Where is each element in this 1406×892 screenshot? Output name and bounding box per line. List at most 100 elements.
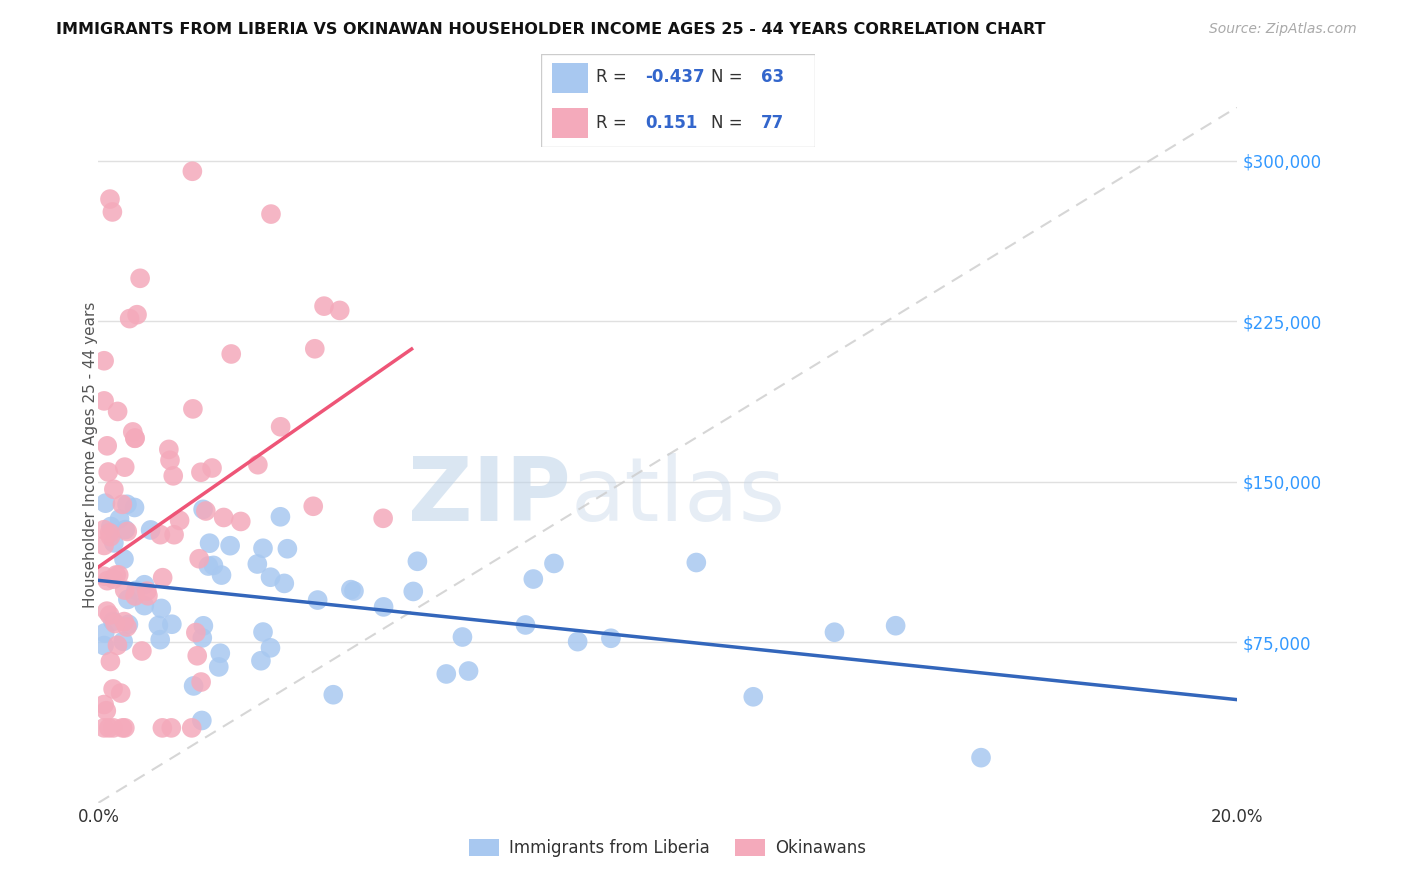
Point xyxy=(124,431,146,445)
Point xyxy=(93,626,115,640)
Point xyxy=(194,504,217,518)
Point xyxy=(104,616,127,631)
Point xyxy=(307,593,329,607)
Point xyxy=(96,604,118,618)
FancyBboxPatch shape xyxy=(553,108,588,138)
Text: N =: N = xyxy=(711,69,748,87)
Point xyxy=(94,496,117,510)
Point xyxy=(112,552,135,566)
Point xyxy=(93,393,115,408)
Point xyxy=(135,584,157,599)
Point xyxy=(202,558,225,573)
Point xyxy=(273,576,295,591)
Point xyxy=(246,458,269,472)
Point xyxy=(96,704,118,718)
Point xyxy=(101,205,124,219)
FancyBboxPatch shape xyxy=(541,54,815,147)
Point xyxy=(117,617,139,632)
Point xyxy=(103,721,125,735)
Point xyxy=(191,631,214,645)
Point xyxy=(136,589,159,603)
Point xyxy=(312,299,335,313)
Point xyxy=(111,721,134,735)
Text: N =: N = xyxy=(711,114,748,132)
Point xyxy=(191,502,214,516)
Point xyxy=(824,625,846,640)
Point xyxy=(150,721,173,735)
Point xyxy=(124,589,146,603)
Point xyxy=(304,342,326,356)
Point xyxy=(107,404,129,418)
Point xyxy=(112,615,135,629)
Text: R =: R = xyxy=(596,69,633,87)
Point xyxy=(114,460,136,475)
Point xyxy=(970,750,993,764)
Point xyxy=(198,536,221,550)
Point xyxy=(110,686,132,700)
Point xyxy=(134,578,156,592)
Point xyxy=(197,559,219,574)
Point xyxy=(402,584,425,599)
Point xyxy=(340,582,363,597)
Point xyxy=(183,679,205,693)
Point xyxy=(125,308,148,322)
Point xyxy=(252,625,274,640)
Text: IMMIGRANTS FROM LIBERIA VS OKINAWAN HOUSEHOLDER INCOME AGES 25 - 44 YEARS CORREL: IMMIGRANTS FROM LIBERIA VS OKINAWAN HOUS… xyxy=(56,22,1046,37)
FancyBboxPatch shape xyxy=(553,63,588,93)
Point xyxy=(115,497,138,511)
Point xyxy=(93,353,115,368)
Point xyxy=(259,570,281,584)
Point xyxy=(107,638,129,652)
Point xyxy=(149,632,172,647)
Point xyxy=(152,571,174,585)
Point xyxy=(543,557,565,571)
Text: -0.437: -0.437 xyxy=(645,69,706,87)
Point xyxy=(186,648,208,663)
Point xyxy=(269,509,291,524)
Point xyxy=(96,574,118,588)
Point xyxy=(129,271,152,285)
Point xyxy=(117,524,139,539)
Point xyxy=(150,601,173,615)
Point xyxy=(100,530,122,544)
Point xyxy=(131,644,153,658)
Point xyxy=(159,453,181,467)
Point xyxy=(600,632,623,646)
Point xyxy=(884,618,907,632)
Point xyxy=(93,569,115,583)
Point xyxy=(373,511,395,525)
Point xyxy=(406,554,429,568)
Point xyxy=(260,207,283,221)
Point xyxy=(103,536,125,550)
Point xyxy=(188,551,211,566)
Text: 63: 63 xyxy=(761,69,783,87)
Point xyxy=(329,303,352,318)
Point xyxy=(100,519,122,533)
Point xyxy=(160,721,183,735)
Point xyxy=(522,572,544,586)
Point xyxy=(163,527,186,541)
Point xyxy=(98,608,121,623)
Point xyxy=(191,714,214,728)
Point xyxy=(211,568,233,582)
Point xyxy=(373,599,395,614)
Point xyxy=(322,688,344,702)
Point xyxy=(343,584,366,599)
Text: Source: ZipAtlas.com: Source: ZipAtlas.com xyxy=(1209,22,1357,37)
Point xyxy=(169,513,191,527)
Point xyxy=(114,583,136,598)
Point xyxy=(93,523,115,537)
Point xyxy=(162,468,184,483)
Point xyxy=(193,619,215,633)
Point xyxy=(98,525,121,540)
Point xyxy=(105,568,128,582)
Point xyxy=(101,681,124,696)
Point xyxy=(250,654,273,668)
Point xyxy=(181,401,204,416)
Point xyxy=(101,615,124,629)
Point xyxy=(685,556,707,570)
Point xyxy=(190,675,212,690)
Point xyxy=(124,431,146,445)
Point xyxy=(742,690,765,704)
Point xyxy=(100,655,122,669)
